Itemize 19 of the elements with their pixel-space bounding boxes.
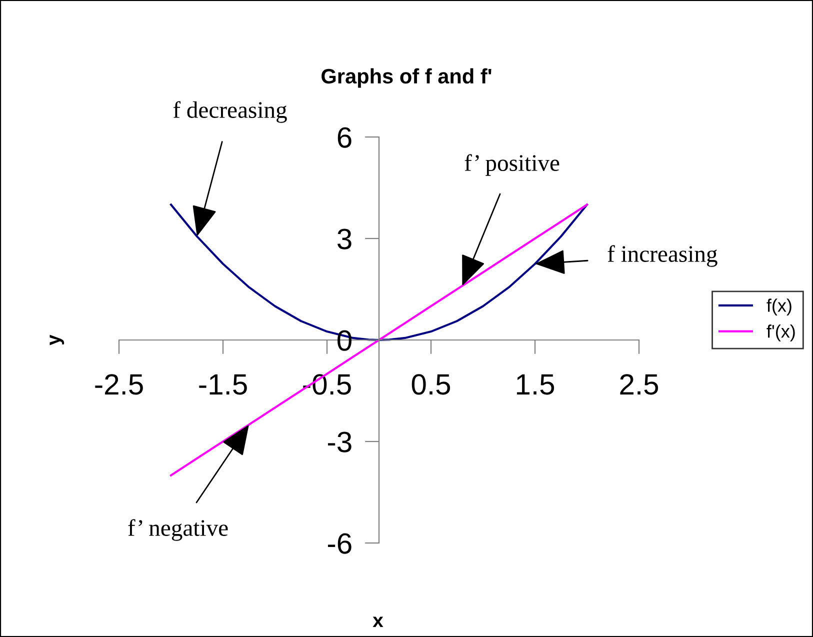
annotation: f decreasing bbox=[173, 101, 287, 123]
chart-title: Graphs of f and f' bbox=[322, 68, 492, 88]
legend-label: f(x) bbox=[766, 298, 792, 316]
annotation: f’ positive bbox=[464, 154, 560, 176]
y-tick-label: 3 bbox=[338, 228, 352, 250]
x-tick-label: -1.5 bbox=[199, 374, 247, 395]
x-tick-label: 0.5 bbox=[412, 374, 450, 395]
y-tick-label: 6 bbox=[338, 127, 352, 148]
annotation: f increasing bbox=[608, 245, 718, 267]
legend-label: f'(x) bbox=[766, 324, 795, 342]
y-axis-title: y bbox=[50, 334, 64, 346]
y-tick-label: -3 bbox=[328, 432, 352, 452]
y-tick-label: -6 bbox=[328, 533, 352, 554]
x-axis-title: x bbox=[372, 616, 384, 628]
line-series bbox=[170, 204, 588, 476]
x-tick-label: 2.5 bbox=[620, 374, 658, 395]
annotation: f’ negative bbox=[128, 519, 228, 541]
x-tick-label: 1.5 bbox=[516, 374, 554, 395]
x-tick-label: -2.5 bbox=[95, 374, 143, 395]
